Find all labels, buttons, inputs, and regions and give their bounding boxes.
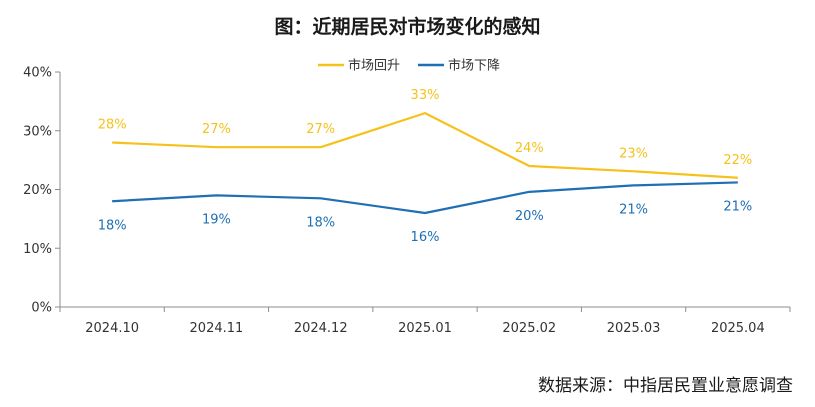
data-label: 18% [306,215,335,230]
series-line [112,181,738,215]
series-layer: 28% 27% 27% 33% 24% 23% 22% 18% 19% 18% 16% 20% 21% 2… [98,88,753,245]
x-tick-label: 2024.10 [85,321,139,336]
x-tick-label: 2025.04 [711,321,765,336]
data-label: 33% [411,88,440,103]
data-label: 28% [98,118,127,133]
data-label: 27% [202,122,231,137]
data-label: 16% [411,230,440,245]
data-label: 27% [306,122,335,137]
x-tick-label: 2024.11 [190,321,244,336]
legend-label: 市场回升 [348,58,400,74]
data-label: 23% [619,146,648,161]
y-tick-label: 10% [23,242,52,257]
data-label: 19% [202,212,231,227]
data-label: 21% [723,199,752,214]
data-label: 18% [98,218,127,233]
x-tick-label: 2025.02 [502,321,556,336]
source-note: 数据来源：中指居民置业意愿调查 [538,376,793,396]
data-label: 24% [515,141,544,156]
data-label: 22% [723,153,752,168]
data-label: 21% [619,202,648,217]
axes: 0% 10% 20% 30% 40% 2024.10 2024.11 2024.12 2025.… [23,66,791,336]
chart-title: 图：近期居民对市场变化的感知 [274,16,541,38]
x-tick-label: 2025.03 [607,321,661,336]
x-tick-label: 2025.01 [398,321,452,336]
legend-label: 市场下降 [448,58,500,74]
y-tick-label: 40% [23,66,52,81]
y-tick-label: 20% [23,183,52,198]
y-tick-label: 0% [31,301,52,316]
x-tick-label: 2024.12 [294,321,348,336]
series-line [112,112,738,179]
legend: 市场回升 市场下降 [318,58,500,74]
y-tick-label: 30% [23,124,52,139]
data-label: 20% [515,209,544,224]
